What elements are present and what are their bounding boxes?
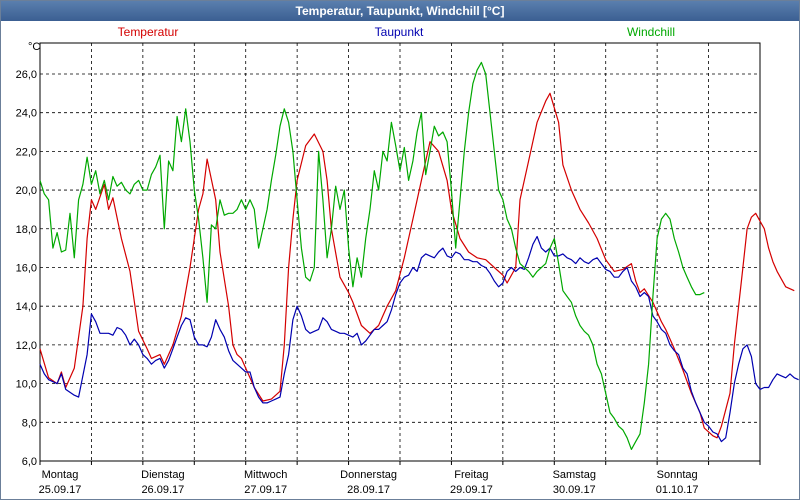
series-line-temperatur [39, 92, 795, 439]
y-tick-label: 18,0 [16, 224, 37, 236]
y-tick-label: 16,0 [16, 262, 37, 274]
y-tick-label: 12,0 [16, 340, 37, 352]
temperature-chart: 6,0 8,0 10,0 12,0 14,0 16,0 18,0 20,0 22,0 24,0 26… [16, 25, 799, 496]
x-day-label: Freitag [454, 469, 488, 481]
x-day-label: Montag [42, 469, 79, 481]
series-line-taupunkt [39, 235, 799, 443]
y-tick-label: 10,0 [16, 379, 37, 391]
x-date-label: 28.09.17 [347, 484, 390, 496]
legend-label-taupunkt: Taupunkt [375, 25, 424, 39]
x-day-label: Dienstag [141, 469, 184, 481]
legend-label-temperatur: Temperatur [118, 25, 179, 39]
y-tick-label: 8,0 [22, 417, 37, 429]
y-tick-label: 20,0 [16, 185, 37, 197]
x-day-label: Donnerstag [340, 469, 397, 481]
x-day-label: Mittwoch [244, 469, 287, 481]
x-date-label: 27.09.17 [244, 484, 287, 496]
window-title: Temperatur, Taupunkt, Windchill [°C] [1, 1, 799, 21]
y-tick-label: 26,0 [16, 69, 37, 81]
x-date-label: 30.09.17 [553, 484, 596, 496]
y-axis-unit: °C [28, 41, 40, 53]
y-tick-label: 14,0 [16, 301, 37, 313]
x-date-label: 26.09.17 [141, 484, 184, 496]
y-tick-label: 24,0 [16, 108, 37, 120]
x-date-label: 29.09.17 [450, 484, 493, 496]
legend-label-windchill: Windchill [627, 25, 675, 39]
x-day-label: Sonntag [657, 469, 698, 481]
y-tick-label: 6,0 [22, 456, 37, 468]
x-date-label: 25.09.17 [39, 484, 82, 496]
series-line-windchill [39, 61, 705, 450]
x-date-label: 01.10.17 [656, 484, 699, 496]
y-tick-label: 22,0 [16, 146, 37, 158]
x-day-label: Samstag [553, 469, 596, 481]
